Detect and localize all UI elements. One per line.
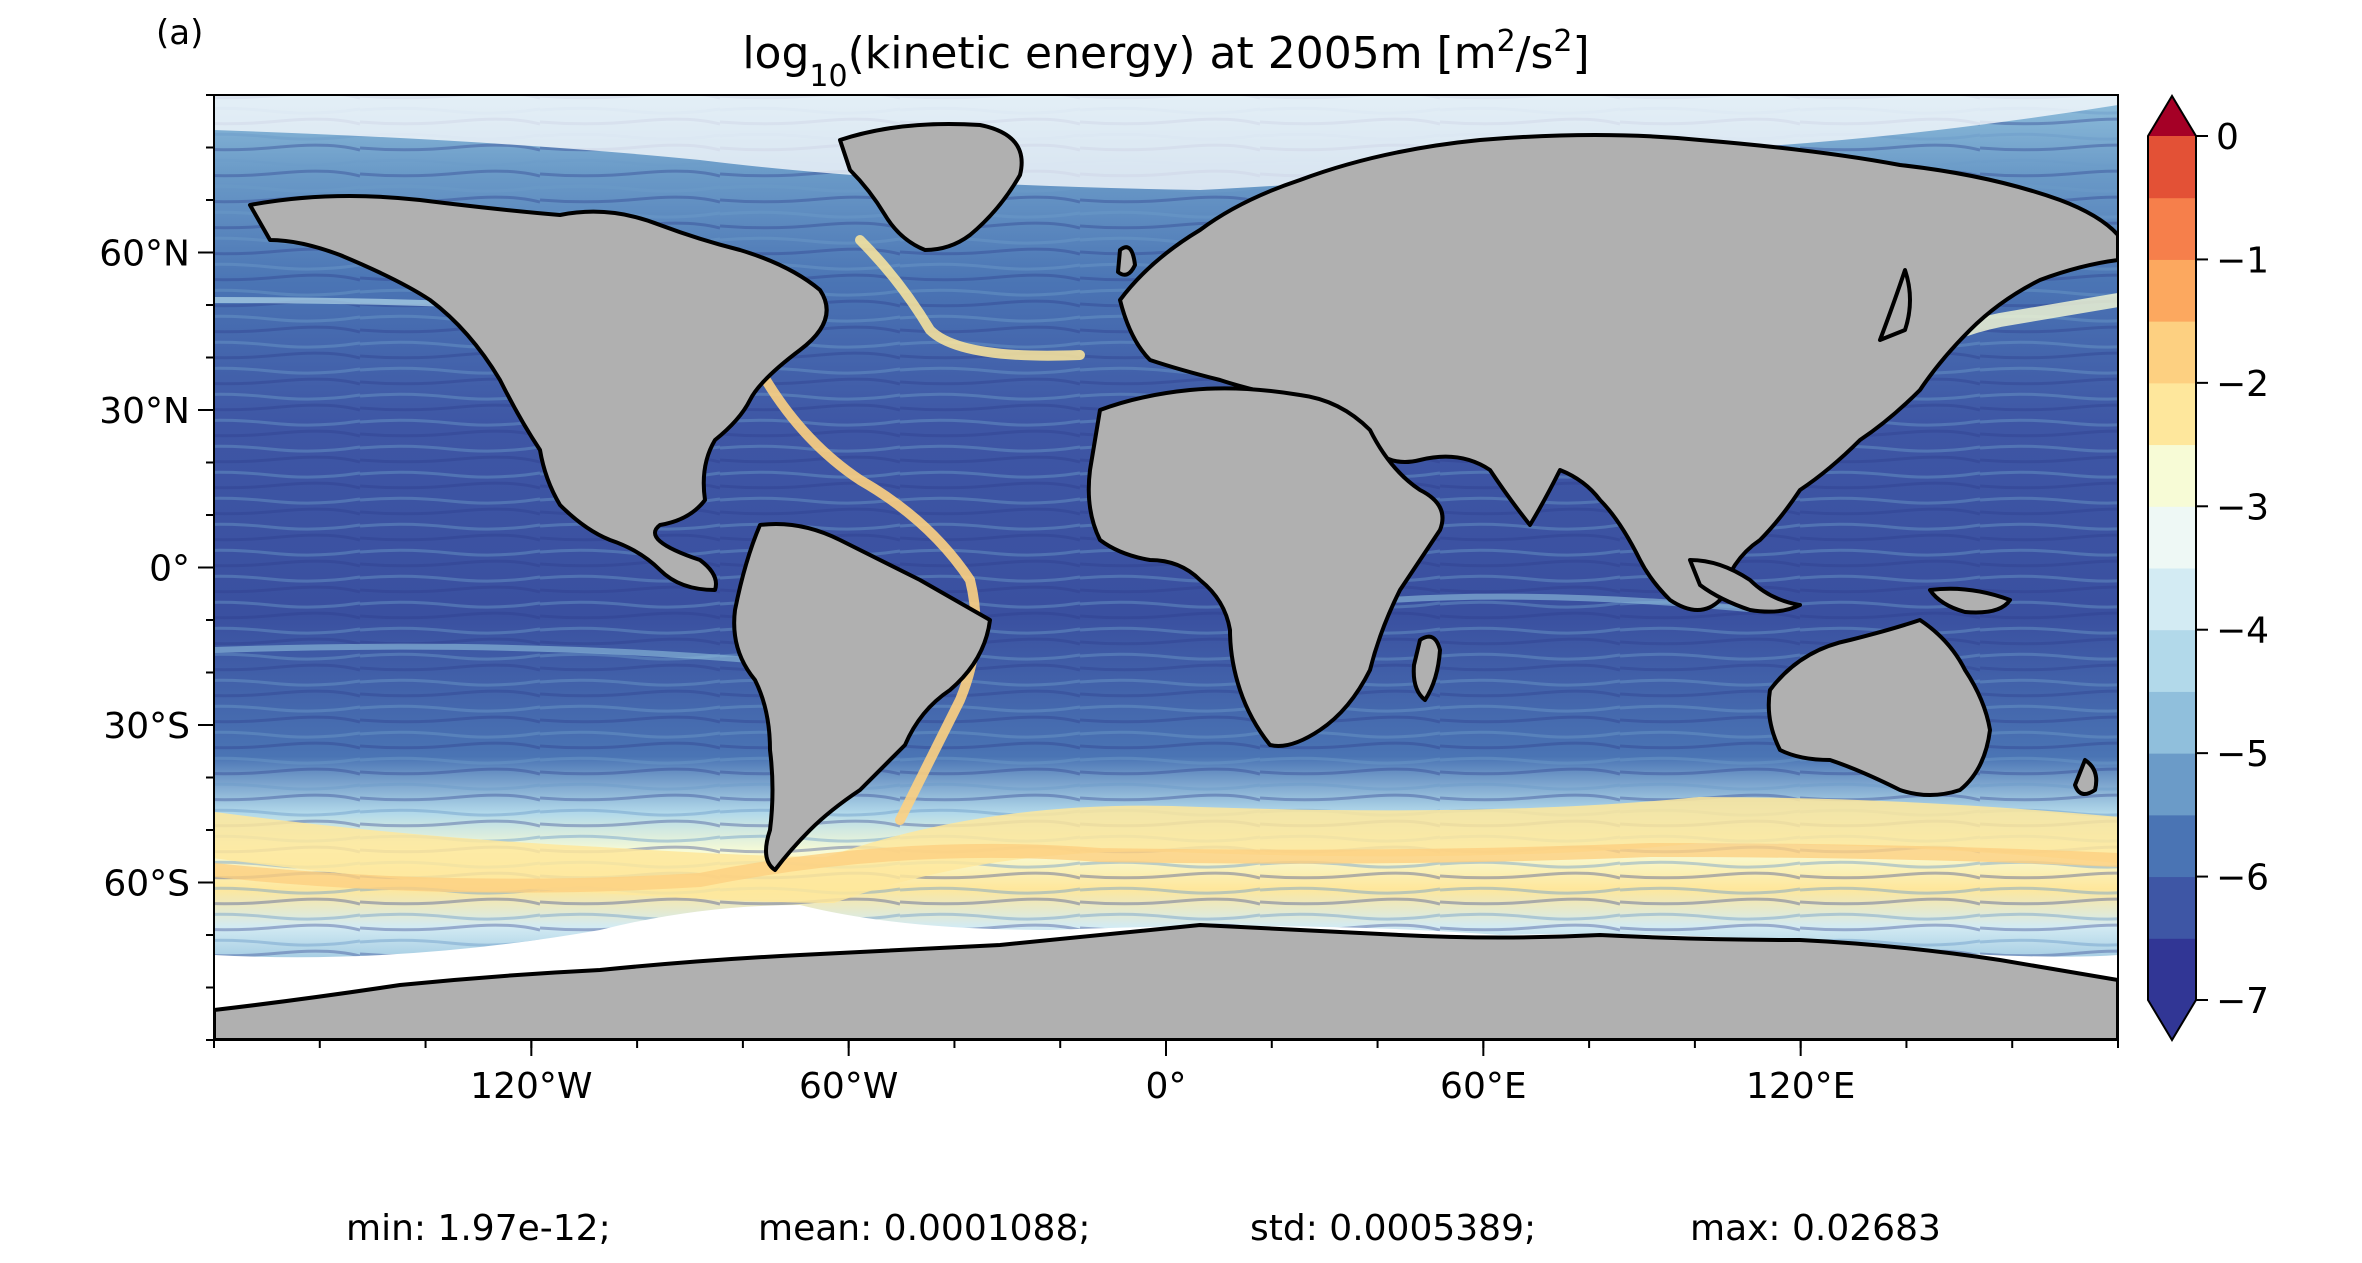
colorbar-tick-label: −1 bbox=[2216, 240, 2269, 281]
y-tick-label: 60°N bbox=[99, 234, 190, 275]
colorbar-tick-label: −6 bbox=[2216, 858, 2269, 899]
colorbar-band bbox=[2148, 814, 2196, 878]
land-japan bbox=[1878, 268, 1912, 342]
land-new-guinea bbox=[1928, 586, 2012, 615]
stats-line: min: 1.97e-12; mean: 0.0001088; std: 0.0… bbox=[346, 1208, 1941, 1249]
colorbar-extend-max bbox=[2148, 96, 2196, 136]
land-australia bbox=[1766, 618, 1992, 797]
colorbar-tick-label: 0 bbox=[2216, 117, 2239, 158]
land-madagascar bbox=[1411, 634, 1442, 702]
colorbar-tick-label: −2 bbox=[2216, 364, 2269, 405]
colorbar-band bbox=[2148, 568, 2196, 631]
y-axis: 60°N 30°N 0° 30°S 60°S bbox=[99, 94, 214, 1041]
colorbar-band bbox=[2148, 197, 2196, 260]
colorbar-band bbox=[2148, 629, 2196, 692]
x-tick-label: 120°W bbox=[470, 1066, 592, 1107]
colorbar-band bbox=[2148, 753, 2196, 816]
colorbar-tick-label: −4 bbox=[2216, 611, 2269, 652]
colorbar-band bbox=[2148, 259, 2196, 322]
x-tick-label: 0° bbox=[1146, 1066, 1187, 1107]
colorbar-extend-min bbox=[2148, 1000, 2196, 1040]
land-eurasia bbox=[1118, 133, 2118, 612]
x-axis: 120°W 60°W 0° 60°E 120°E bbox=[213, 1040, 2119, 1107]
map-area bbox=[214, 95, 2118, 1040]
colorbar-band bbox=[2148, 876, 2196, 939]
x-tick-label: 60°W bbox=[799, 1066, 898, 1107]
stat-std: std: 0.0005389; bbox=[1250, 1208, 1536, 1249]
colorbar-tick-label: −5 bbox=[2216, 734, 2269, 775]
colorbar-band bbox=[2148, 321, 2196, 384]
land-antarctica bbox=[214, 923, 2118, 1040]
colorbar-band bbox=[2148, 938, 2196, 1001]
chart-title: log10(kinetic energy) at 2005m [m2/s2] bbox=[742, 24, 1589, 94]
land-north-america bbox=[248, 194, 829, 592]
y-tick-label: 60°S bbox=[103, 864, 190, 905]
colorbar-band bbox=[2148, 382, 2196, 446]
colorbar-tick-label: −7 bbox=[2216, 981, 2269, 1022]
arctic-gap bbox=[214, 95, 2118, 190]
colorbar: 0 −1 −2 −3 −4 −5 −6 −7 bbox=[2147, 94, 2269, 1042]
stat-mean: mean: 0.0001088; bbox=[758, 1208, 1090, 1249]
land-uk bbox=[1116, 245, 1137, 277]
land-indonesia bbox=[1688, 558, 1802, 614]
land-south-america bbox=[732, 522, 992, 872]
colorbar-band bbox=[2148, 136, 2196, 199]
colorbar-tick-label: −3 bbox=[2216, 487, 2269, 528]
y-tick-label: 30°S bbox=[103, 706, 190, 747]
colorbar-band bbox=[2148, 691, 2196, 754]
land-africa bbox=[1086, 386, 1445, 748]
y-tick-label: 0° bbox=[149, 549, 190, 590]
stat-min: min: 1.97e-12; bbox=[346, 1208, 611, 1249]
x-tick-label: 120°E bbox=[1746, 1066, 1855, 1107]
continents bbox=[214, 122, 2118, 1040]
land-new-zealand bbox=[2073, 758, 2099, 796]
colorbar-band bbox=[2148, 506, 2196, 569]
stat-max: max: 0.02683 bbox=[1690, 1208, 1941, 1249]
land-greenland bbox=[838, 122, 1024, 252]
panel-label: (a) bbox=[156, 13, 203, 53]
y-tick-label: 30°N bbox=[99, 391, 190, 432]
colorbar-band bbox=[2148, 444, 2196, 507]
x-tick-label: 60°E bbox=[1440, 1066, 1527, 1107]
